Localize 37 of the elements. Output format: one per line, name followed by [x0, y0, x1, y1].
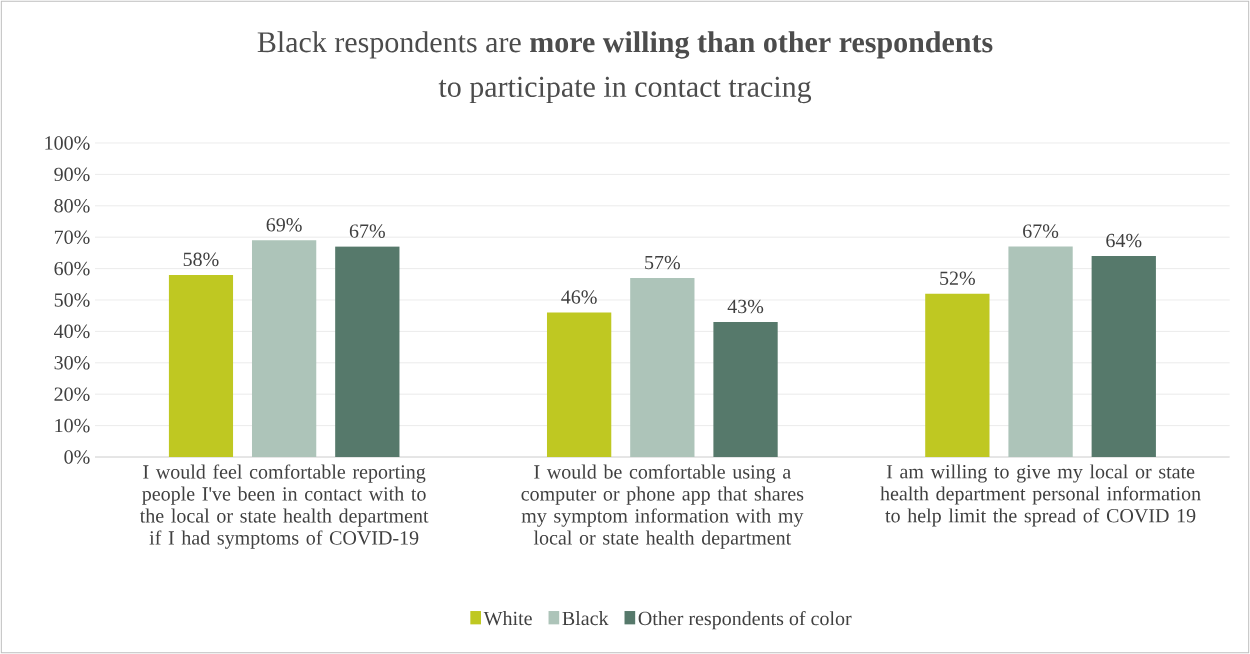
data-label: 58% [183, 252, 219, 267]
y-tick-label: 0% [64, 450, 90, 464]
y-tick-label: 90% [54, 167, 90, 182]
x-tick-label: I would feel comfortable reporting people I've been in contact with to the local or state health department if I had symptoms of COVID-19 [139, 464, 429, 549]
data-label: 64% [1106, 233, 1142, 248]
legend-label: White [483, 611, 532, 626]
bar [1008, 246, 1073, 457]
legend-label: Black [562, 611, 609, 626]
y-tick-label: 40% [54, 324, 90, 339]
y-tick-label: 80% [54, 199, 90, 213]
data-label: 67% [349, 224, 385, 238]
bar [713, 321, 778, 457]
legend-label: Other respondents of color [638, 611, 852, 630]
y-tick-label: 70% [54, 230, 90, 244]
bar [335, 246, 400, 457]
x-tick-label: I would be comfortable using a computer or phone app that shares my symptom information with my local or state health department [521, 464, 804, 549]
data-label: 57% [645, 255, 680, 270]
bar [630, 278, 695, 457]
data-label: 67% [1023, 224, 1059, 238]
y-tick-label: 10% [55, 418, 90, 433]
data-label: 69% [266, 218, 302, 232]
data-label: 43% [727, 299, 764, 314]
chart-subtitle: to participate in contact tracing [438, 76, 812, 104]
x-tick-label: I am willing to give my local or state health department personal information to help limit the spread of COVID 19 [880, 464, 1201, 527]
y-tick-label: 20% [54, 387, 90, 401]
bar [1091, 256, 1156, 457]
bar [251, 240, 317, 457]
y-tick-label: 50% [54, 293, 90, 307]
data-label: 52% [940, 271, 975, 286]
y-tick-label: 60% [54, 261, 90, 276]
chart-title: Black respondents are more willing than other respondents [257, 31, 993, 59]
bar [925, 293, 990, 457]
bar [546, 312, 612, 457]
bar [168, 274, 234, 457]
y-tick-label: 100% [45, 136, 90, 150]
y-tick-label: 30% [54, 356, 90, 370]
data-label: 46% [561, 290, 597, 304]
